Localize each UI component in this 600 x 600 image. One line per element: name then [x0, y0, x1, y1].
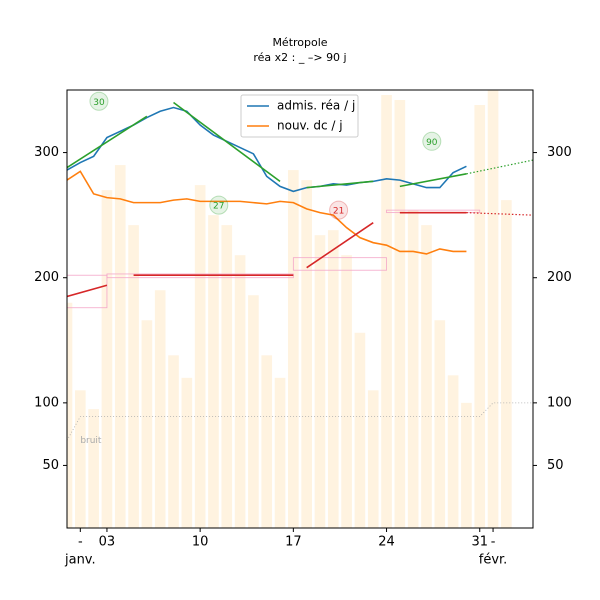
trend-line [399, 173, 467, 188]
chart-title: Métropole [272, 36, 327, 49]
trend-line [67, 115, 148, 169]
x-tick-label: 03 [99, 535, 116, 550]
bar [248, 295, 259, 528]
bar [101, 190, 113, 528]
annotation-circle [329, 200, 349, 220]
x-tick-label: 10 [192, 535, 209, 550]
series-line [67, 170, 467, 255]
bar [221, 225, 233, 528]
x-tick-label: - [78, 535, 83, 550]
trend-line [173, 101, 281, 182]
y-tick-label: 200 [34, 270, 59, 285]
bar [128, 225, 139, 528]
bar [487, 90, 499, 528]
bar [154, 290, 166, 528]
x-tick-label: 17 [285, 535, 302, 550]
y2-tick-label: 50 [547, 458, 564, 473]
trend-line [306, 221, 374, 269]
noise-line [67, 402, 533, 441]
annotation-label: 21 [333, 207, 344, 217]
trend-line [306, 180, 374, 189]
bar [114, 165, 126, 528]
noise-label: bruit [80, 436, 102, 446]
bar [261, 355, 273, 528]
bar [327, 230, 339, 528]
bar [234, 255, 246, 528]
bar [434, 320, 446, 528]
bar [447, 375, 459, 528]
legend-box [240, 94, 359, 138]
x-tick-label: 24 [378, 535, 395, 550]
y-tick-label: 300 [34, 145, 59, 160]
trend-line [466, 212, 533, 216]
bar [208, 215, 219, 528]
bar [341, 255, 352, 528]
bar [67, 302, 73, 528]
bar [194, 185, 206, 528]
bar [181, 377, 193, 528]
plot-area [67, 90, 533, 528]
bar [474, 105, 486, 528]
range-box [292, 257, 387, 271]
bar [168, 355, 179, 528]
bar [314, 235, 326, 528]
x-tick-label: 31 [471, 535, 488, 550]
annotation-label: 30 [93, 98, 105, 108]
trend-line [466, 159, 533, 175]
axes-frame [66, 89, 534, 529]
y-tick-label: 50 [42, 458, 59, 473]
bar [394, 100, 406, 528]
bar [141, 320, 153, 528]
trend-line [67, 284, 108, 298]
x-tick-label: - [491, 535, 496, 550]
bar [461, 402, 472, 528]
annotation-circle [89, 91, 109, 111]
bar [301, 180, 312, 528]
bar [354, 332, 366, 528]
range-box [67, 274, 108, 309]
bar [367, 390, 379, 528]
x-month-label: janv. [64, 553, 96, 568]
y2-tick-label: 300 [547, 145, 572, 160]
chart-subtitle: réa x2 : _ –> 90 j [253, 51, 346, 64]
y-tick-label: 100 [34, 395, 59, 410]
bar [421, 225, 432, 528]
annotation-circle [209, 195, 229, 215]
annotation-label: 90 [426, 138, 438, 148]
y2-tick-label: 100 [547, 395, 572, 410]
legend-label: nouv. dc / j [277, 119, 343, 133]
annotation-label: 27 [213, 202, 224, 212]
bar [274, 377, 286, 528]
y2-tick-label: 200 [547, 270, 572, 285]
bar [501, 200, 512, 528]
bar [407, 210, 419, 528]
bar [88, 409, 99, 528]
x-month-label: févr. [479, 553, 508, 568]
bar [381, 95, 392, 528]
bar [74, 390, 86, 528]
legend-label: admis. réa / j [277, 99, 355, 113]
annotation-circle [422, 131, 442, 151]
bar [288, 170, 299, 528]
